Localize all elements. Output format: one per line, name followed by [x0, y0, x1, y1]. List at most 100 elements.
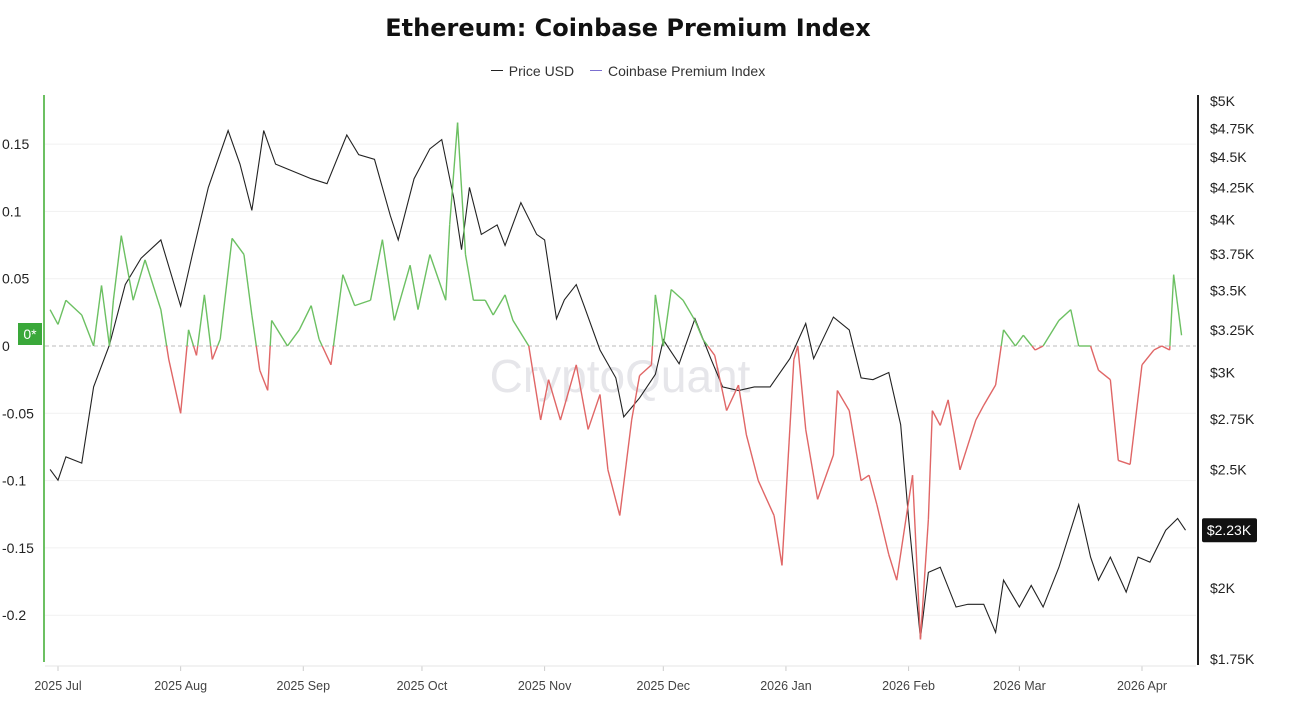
premium-segment [266, 345, 271, 391]
premium-segment [429, 254, 447, 301]
premium-segment [1042, 320, 1060, 347]
premium-segment [255, 345, 261, 371]
premium-segment [1169, 274, 1175, 347]
premium-segment [100, 285, 111, 347]
premium-segment [816, 454, 835, 500]
legend-item-premium[interactable]: Coinbase Premium Index [590, 63, 765, 79]
x-tick-label: 2025 Sep [277, 679, 331, 693]
premium-segment [832, 390, 839, 456]
premium-segment [409, 265, 419, 310]
premium-segment [65, 299, 83, 316]
x-tick-label: 2025 Dec [637, 679, 691, 693]
premium-segment [251, 314, 257, 347]
right-tick-label: $4.75K [1210, 120, 1255, 136]
premium-segment [393, 265, 411, 321]
current-price-badge [1202, 518, 1257, 543]
premium-segment [575, 364, 589, 430]
premium-segment [1058, 309, 1072, 321]
premium-segment [160, 309, 168, 347]
x-tick-label: 2025 Oct [397, 679, 448, 693]
legend-swatch-premium [590, 70, 603, 71]
legend: Price USD Coinbase Premium Index [0, 58, 1256, 79]
premium-segment [187, 329, 195, 347]
x-tick-label: 2026 Feb [882, 679, 935, 693]
premium-segment [203, 294, 212, 347]
right-tick-label: $2.75K [1210, 411, 1255, 427]
premium-segment [702, 338, 709, 347]
left-tick-label: -0.1 [2, 473, 26, 489]
premium-segment [445, 224, 451, 301]
price-line [49, 128, 1186, 639]
legend-item-price[interactable]: Price USD [490, 63, 574, 79]
premium-segment [1000, 329, 1005, 347]
premium-segment [694, 320, 704, 340]
premium-segment [144, 259, 162, 310]
premium-segment [793, 345, 799, 360]
right-tick-label: $4.5K [1210, 149, 1247, 165]
right-tick-label: $5K [1210, 93, 1236, 109]
premium-segment [216, 339, 221, 347]
premium-segment [607, 469, 621, 516]
premium-segment [504, 294, 514, 321]
premium-segment [876, 504, 890, 555]
premium-segment [112, 235, 122, 301]
right-tick-label: $3.75K [1210, 246, 1255, 262]
premium-segment [57, 300, 67, 325]
premium-segment [1118, 459, 1131, 466]
premium-segment [342, 274, 356, 306]
left-tick-label: -0.15 [2, 540, 34, 556]
premium-segment [492, 294, 506, 316]
premium-segment [1034, 345, 1044, 351]
legend-label-premium: Coinbase Premium Index [608, 62, 766, 79]
premium-segment [994, 345, 1002, 386]
premium-segment [888, 554, 898, 581]
left-tick-label: 0.15 [2, 136, 29, 152]
premium-segment [179, 345, 188, 414]
premium-segment [781, 359, 795, 566]
premium-segment [1129, 364, 1143, 465]
premium-segment [947, 399, 961, 470]
premium-segment [939, 399, 949, 426]
premium-segment [919, 519, 930, 640]
premium-segment [662, 289, 672, 347]
left-tick-label: -0.2 [2, 607, 26, 623]
premium-segment [209, 345, 213, 360]
premium-segment [757, 480, 775, 516]
premium-segment [860, 474, 870, 482]
left-tick-label: 0 [2, 338, 10, 354]
premium-segment [271, 320, 289, 347]
premium-segment [298, 305, 312, 331]
premium-segment [539, 379, 550, 421]
premium-segment [959, 419, 977, 471]
premium-segment [369, 239, 384, 301]
premium-segment [286, 329, 300, 347]
premium-segment [745, 434, 759, 481]
premium-segment [975, 404, 985, 421]
premium-segment [654, 294, 664, 347]
right-tick-label: $3.25K [1210, 322, 1255, 338]
premium-segment [1089, 345, 1100, 371]
premium-segment [773, 515, 783, 566]
watermark: CryptoQuant [490, 350, 751, 402]
premium-segment [120, 235, 134, 301]
premium-segment [330, 345, 335, 365]
premium-segment [1098, 369, 1111, 381]
premium-segment [651, 294, 657, 347]
premium-segment [186, 329, 190, 347]
premium-segment [836, 390, 850, 411]
premium-segment [132, 259, 146, 301]
premium-segment [630, 375, 641, 421]
premium-segment [354, 299, 371, 307]
premium-segment [927, 410, 934, 520]
right-tick-label: $3.5K [1210, 283, 1247, 299]
premium-segment [599, 394, 609, 470]
right-tick-label: $1.75K [1210, 651, 1255, 667]
right-tick-label: $2.5K [1210, 461, 1247, 477]
premium-segment [670, 288, 684, 301]
premium-segment [547, 379, 562, 421]
premium-segment [868, 475, 878, 506]
x-tick-label: 2025 Nov [518, 679, 572, 693]
premium-segment [211, 345, 219, 360]
left-tick-label: 0.05 [2, 271, 29, 287]
